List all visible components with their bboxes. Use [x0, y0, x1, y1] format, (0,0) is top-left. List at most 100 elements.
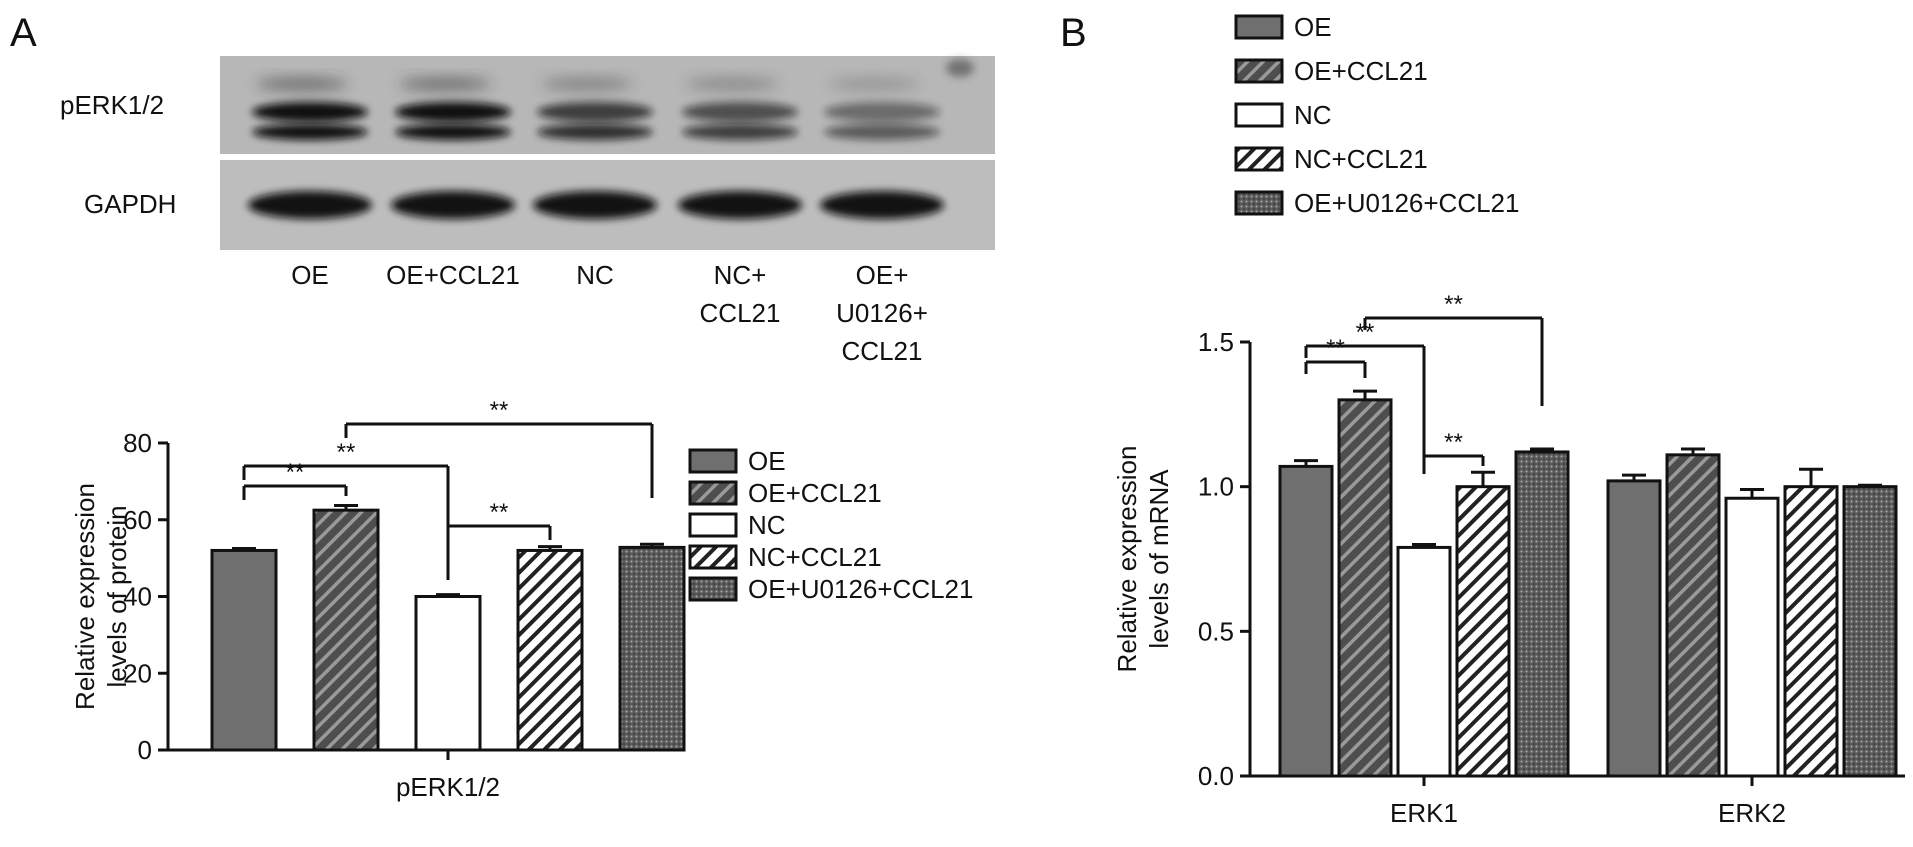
legend-label: OE — [748, 446, 786, 476]
significance-marker: ** — [1356, 319, 1375, 346]
blot-band-perk-upper — [541, 78, 633, 90]
legend-swatch — [688, 448, 738, 474]
blot-band-perk1 — [824, 102, 940, 122]
panel-a-label: A — [10, 11, 37, 55]
blot-band-gapdh — [391, 191, 515, 219]
y-tick-label: 80 — [123, 428, 152, 458]
legend-swatch — [688, 576, 738, 602]
blot-band-gapdh — [678, 191, 802, 219]
x-tick-label: pERK1/2 — [396, 772, 500, 802]
blot-band-perk2 — [682, 124, 798, 140]
chart-panel-a: 0 20 40 60 80 Relative expression levels of pr… — [70, 397, 973, 802]
bar-nc — [1396, 545, 1452, 778]
x-tick-label: ERK1 — [1390, 798, 1458, 828]
bar-nc-ccl21 — [516, 548, 584, 752]
bar-oe — [1606, 479, 1662, 778]
significance-marker: ** — [286, 459, 305, 486]
y-axis-label-line: Relative expression — [70, 483, 100, 710]
y-tick-label: 60 — [123, 505, 152, 535]
blot-band-perk1 — [252, 102, 368, 122]
bar-oe-ccl21 — [312, 508, 380, 752]
y-axis-label-line: Relative expression — [1112, 446, 1142, 673]
significance-marker: ** — [1444, 291, 1463, 318]
legend-label: NC — [748, 510, 786, 540]
y-tick-label: 0.0 — [1198, 761, 1234, 791]
significance-marker: ** — [490, 397, 509, 424]
blot-lane-labels: OE OE+CCL21 NC NC+ CCL21 OE+ U0126+ CCL21 — [291, 260, 928, 366]
y-tick-label: 40 — [123, 582, 152, 612]
bar-nc-ccl21 — [1783, 485, 1839, 778]
legend: OE OE+CCL21 NC NC+CCL21 OE+U0126+CCL21 — [1234, 12, 1519, 218]
legend-swatch — [688, 512, 738, 538]
bar-oe — [210, 548, 278, 752]
bar-oe-u0126-ccl21 — [1514, 450, 1570, 778]
legend-swatch — [1234, 14, 1284, 40]
legend-label: OE — [1294, 12, 1332, 42]
significance-marker: ** — [1326, 335, 1345, 362]
blot-band-gapdh — [248, 191, 372, 219]
blot-band-perk1 — [537, 102, 653, 122]
blot-lane-label: OE+ — [856, 260, 909, 290]
bar-oe-u0126-ccl21 — [618, 545, 686, 752]
blot-lane-label: NC — [576, 260, 614, 290]
legend-swatch — [1234, 146, 1284, 172]
blot-lane-label: CCL21 — [700, 298, 781, 328]
bar-oe — [1278, 464, 1334, 778]
legend-label: OE+CCL21 — [1294, 56, 1428, 86]
western-blot: pERK1/2 GAPDH OE OE+CCL21 NC NC+ CCL21 OE+ U01… — [60, 56, 995, 366]
legend-swatch — [1234, 58, 1284, 84]
legend-label: OE+CCL21 — [748, 478, 882, 508]
legend-swatch — [1234, 190, 1284, 216]
bar-oe-ccl21 — [1665, 453, 1721, 778]
blot-band-perk-upper — [828, 78, 920, 90]
blot-lane-label: NC+ — [714, 260, 767, 290]
y-tick-label: 1.5 — [1198, 327, 1234, 357]
blot-band-perk-upper — [256, 78, 348, 90]
legend-swatch — [688, 480, 738, 506]
significance-marker: ** — [337, 439, 356, 466]
bar-oe-u0126-ccl21 — [1842, 485, 1898, 778]
blot-band-perk2 — [395, 124, 511, 140]
y-axis-label: Relative expression levels of mRNA — [1112, 446, 1174, 673]
bar-nc — [414, 595, 482, 752]
blot-lane-label: OE+CCL21 — [386, 260, 520, 290]
y-tick-label: 20 — [123, 658, 152, 688]
blot-row-label-gapdh: GAPDH — [84, 189, 176, 219]
blot-band-perk-upper — [686, 78, 778, 90]
legend-label: NC+CCL21 — [1294, 144, 1428, 174]
y-axis-label-line: levels of protein — [102, 505, 132, 687]
blot-band-gapdh — [533, 191, 657, 219]
blot-spot — [946, 59, 974, 77]
blot-lane-label: U0126+ — [836, 298, 928, 328]
legend-label: OE+U0126+CCL21 — [748, 574, 973, 604]
blot-band-perk2 — [824, 124, 940, 140]
significance-marker: ** — [1444, 429, 1463, 456]
bar-nc-ccl21 — [1455, 485, 1511, 778]
bar-oe-ccl21 — [1337, 398, 1393, 778]
blot-row-label-perk: pERK1/2 — [60, 90, 164, 120]
y-tick-label: 0 — [138, 735, 152, 765]
y-tick-label: 0.5 — [1198, 616, 1234, 646]
y-axis-label: Relative expression levels of protein — [70, 483, 132, 710]
blot-band-perk-upper — [399, 78, 491, 90]
blot-band-gapdh — [820, 191, 944, 219]
legend-label: NC — [1294, 100, 1332, 130]
blot-band-perk1 — [682, 102, 798, 122]
blot-band-perk2 — [537, 124, 653, 140]
legend-swatch — [1234, 102, 1284, 128]
blot-band-perk2 — [252, 124, 368, 140]
panel-b-label: B — [1060, 11, 1087, 55]
blot-lane-label: OE — [291, 260, 329, 290]
legend-label: OE+U0126+CCL21 — [1294, 188, 1519, 218]
y-axis-label-line: levels of mRNA — [1144, 469, 1174, 649]
legend-label: NC+CCL21 — [748, 542, 882, 572]
legend-swatch — [688, 544, 738, 570]
blot-band-perk1 — [395, 102, 511, 122]
blot-bands — [248, 59, 974, 219]
bar-nc — [1724, 496, 1780, 778]
y-tick-label: 1.0 — [1198, 472, 1234, 502]
x-tick-label: ERK2 — [1718, 798, 1786, 828]
blot-lane-label: CCL21 — [842, 336, 923, 366]
